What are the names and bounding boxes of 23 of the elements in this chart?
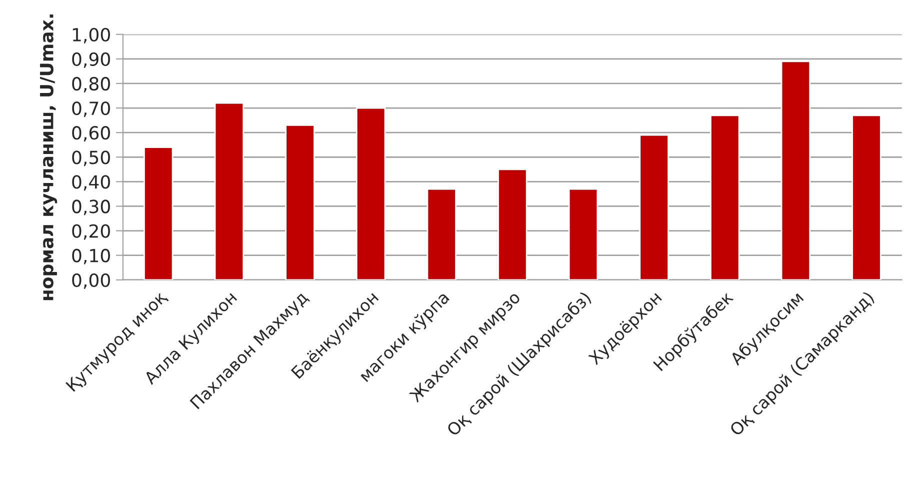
bar	[639, 134, 669, 280]
bar	[780, 60, 811, 280]
y-tick-label: 0,20	[72, 224, 110, 240]
y-axis-title: нормал кучланиш, U/Umax.	[40, 14, 58, 300]
y-tick-label: 0,40	[72, 175, 110, 191]
bar	[426, 188, 456, 280]
bar	[144, 146, 174, 280]
y-tick-label: 0,00	[72, 273, 110, 289]
bar	[710, 114, 740, 280]
bar	[356, 107, 386, 280]
bar	[852, 114, 882, 280]
y-tick-label: 0,90	[72, 52, 110, 68]
y-tick-label: 0,60	[72, 126, 110, 142]
bar	[498, 168, 528, 280]
bar	[568, 188, 598, 280]
y-tick-label: 0,10	[72, 248, 110, 264]
y-tick-label: 0,50	[72, 150, 110, 166]
y-tick-label: 1,00	[72, 28, 110, 44]
y-tick-label: 0,70	[72, 101, 110, 117]
bar	[214, 102, 244, 280]
bar	[285, 124, 315, 280]
y-tick-label: 0,30	[72, 200, 110, 216]
y-tick-label: 0,80	[72, 76, 110, 92]
